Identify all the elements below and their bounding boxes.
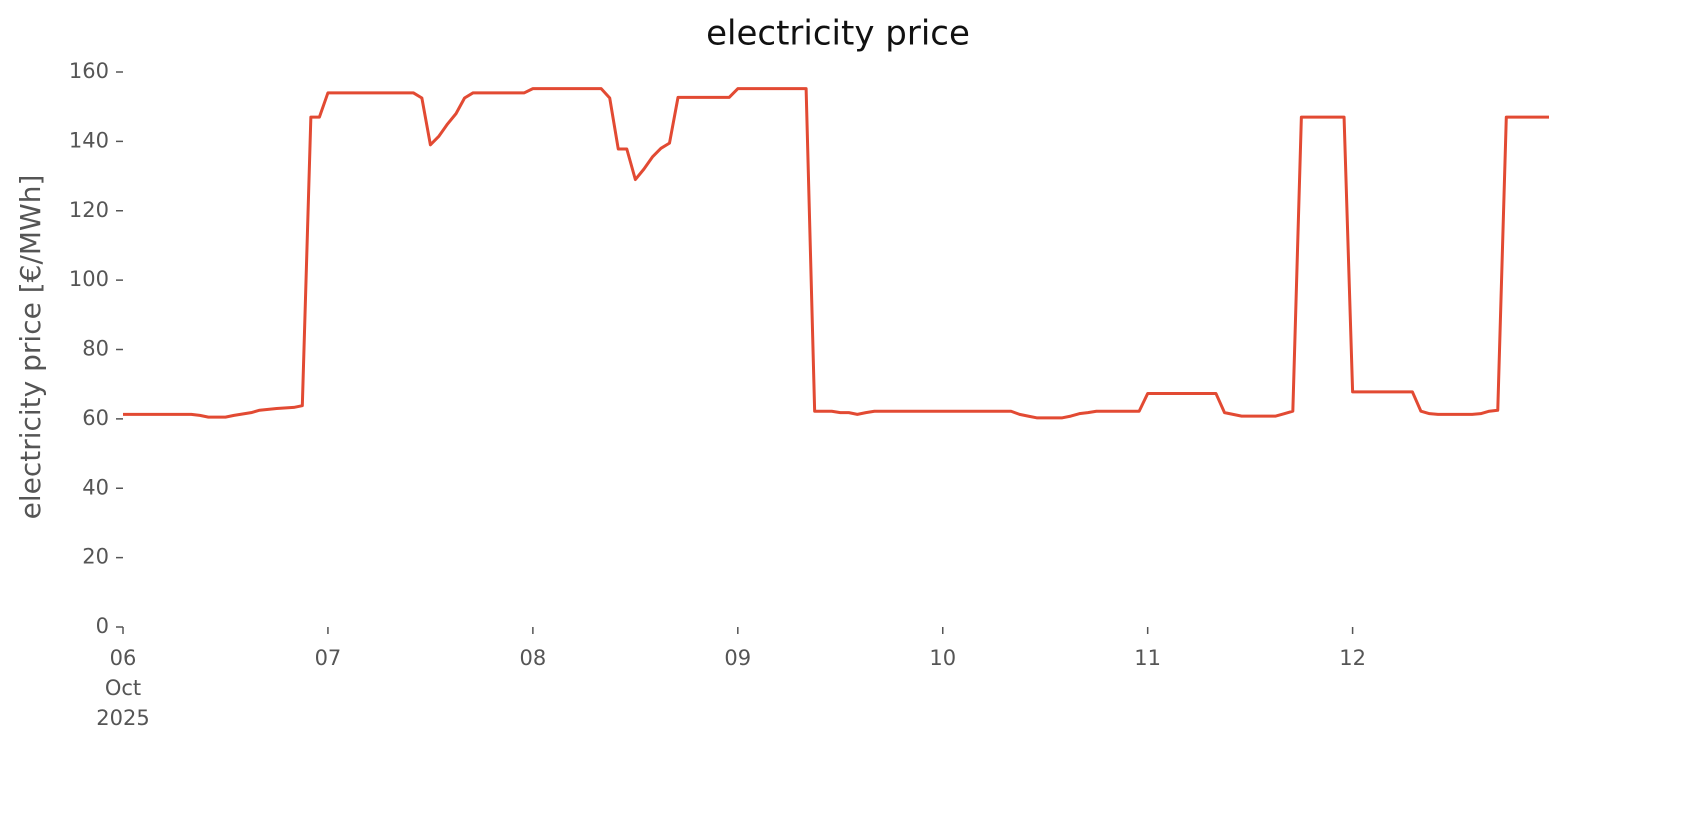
y-tick-label: 120 <box>69 198 109 222</box>
y-tick-label: 140 <box>69 128 109 152</box>
y-tick-label: 60 <box>82 406 109 430</box>
y-axis-label: electricity price [€/MWh] <box>14 175 47 520</box>
chart-title: electricity price <box>706 14 970 54</box>
y-tick-label: 100 <box>69 267 109 291</box>
x-tick-label: 12 <box>1339 646 1366 670</box>
x-tick-label: 09 <box>724 646 751 670</box>
y-tick-label: 160 <box>69 59 109 83</box>
price-line <box>123 87 1549 420</box>
x-tick-label: 11 <box>1134 646 1161 670</box>
y-tick-label: 40 <box>82 475 109 499</box>
y-tick-label: 80 <box>82 337 109 361</box>
x-tick-label: 07 <box>315 646 342 670</box>
y-tick-label: 20 <box>82 545 109 569</box>
y-tick-label: 0 <box>96 614 109 638</box>
x-tick-label: 08 <box>520 646 547 670</box>
x-tick-label: 10 <box>929 646 956 670</box>
x-tick-label: 06 Oct 2025 <box>96 646 149 730</box>
